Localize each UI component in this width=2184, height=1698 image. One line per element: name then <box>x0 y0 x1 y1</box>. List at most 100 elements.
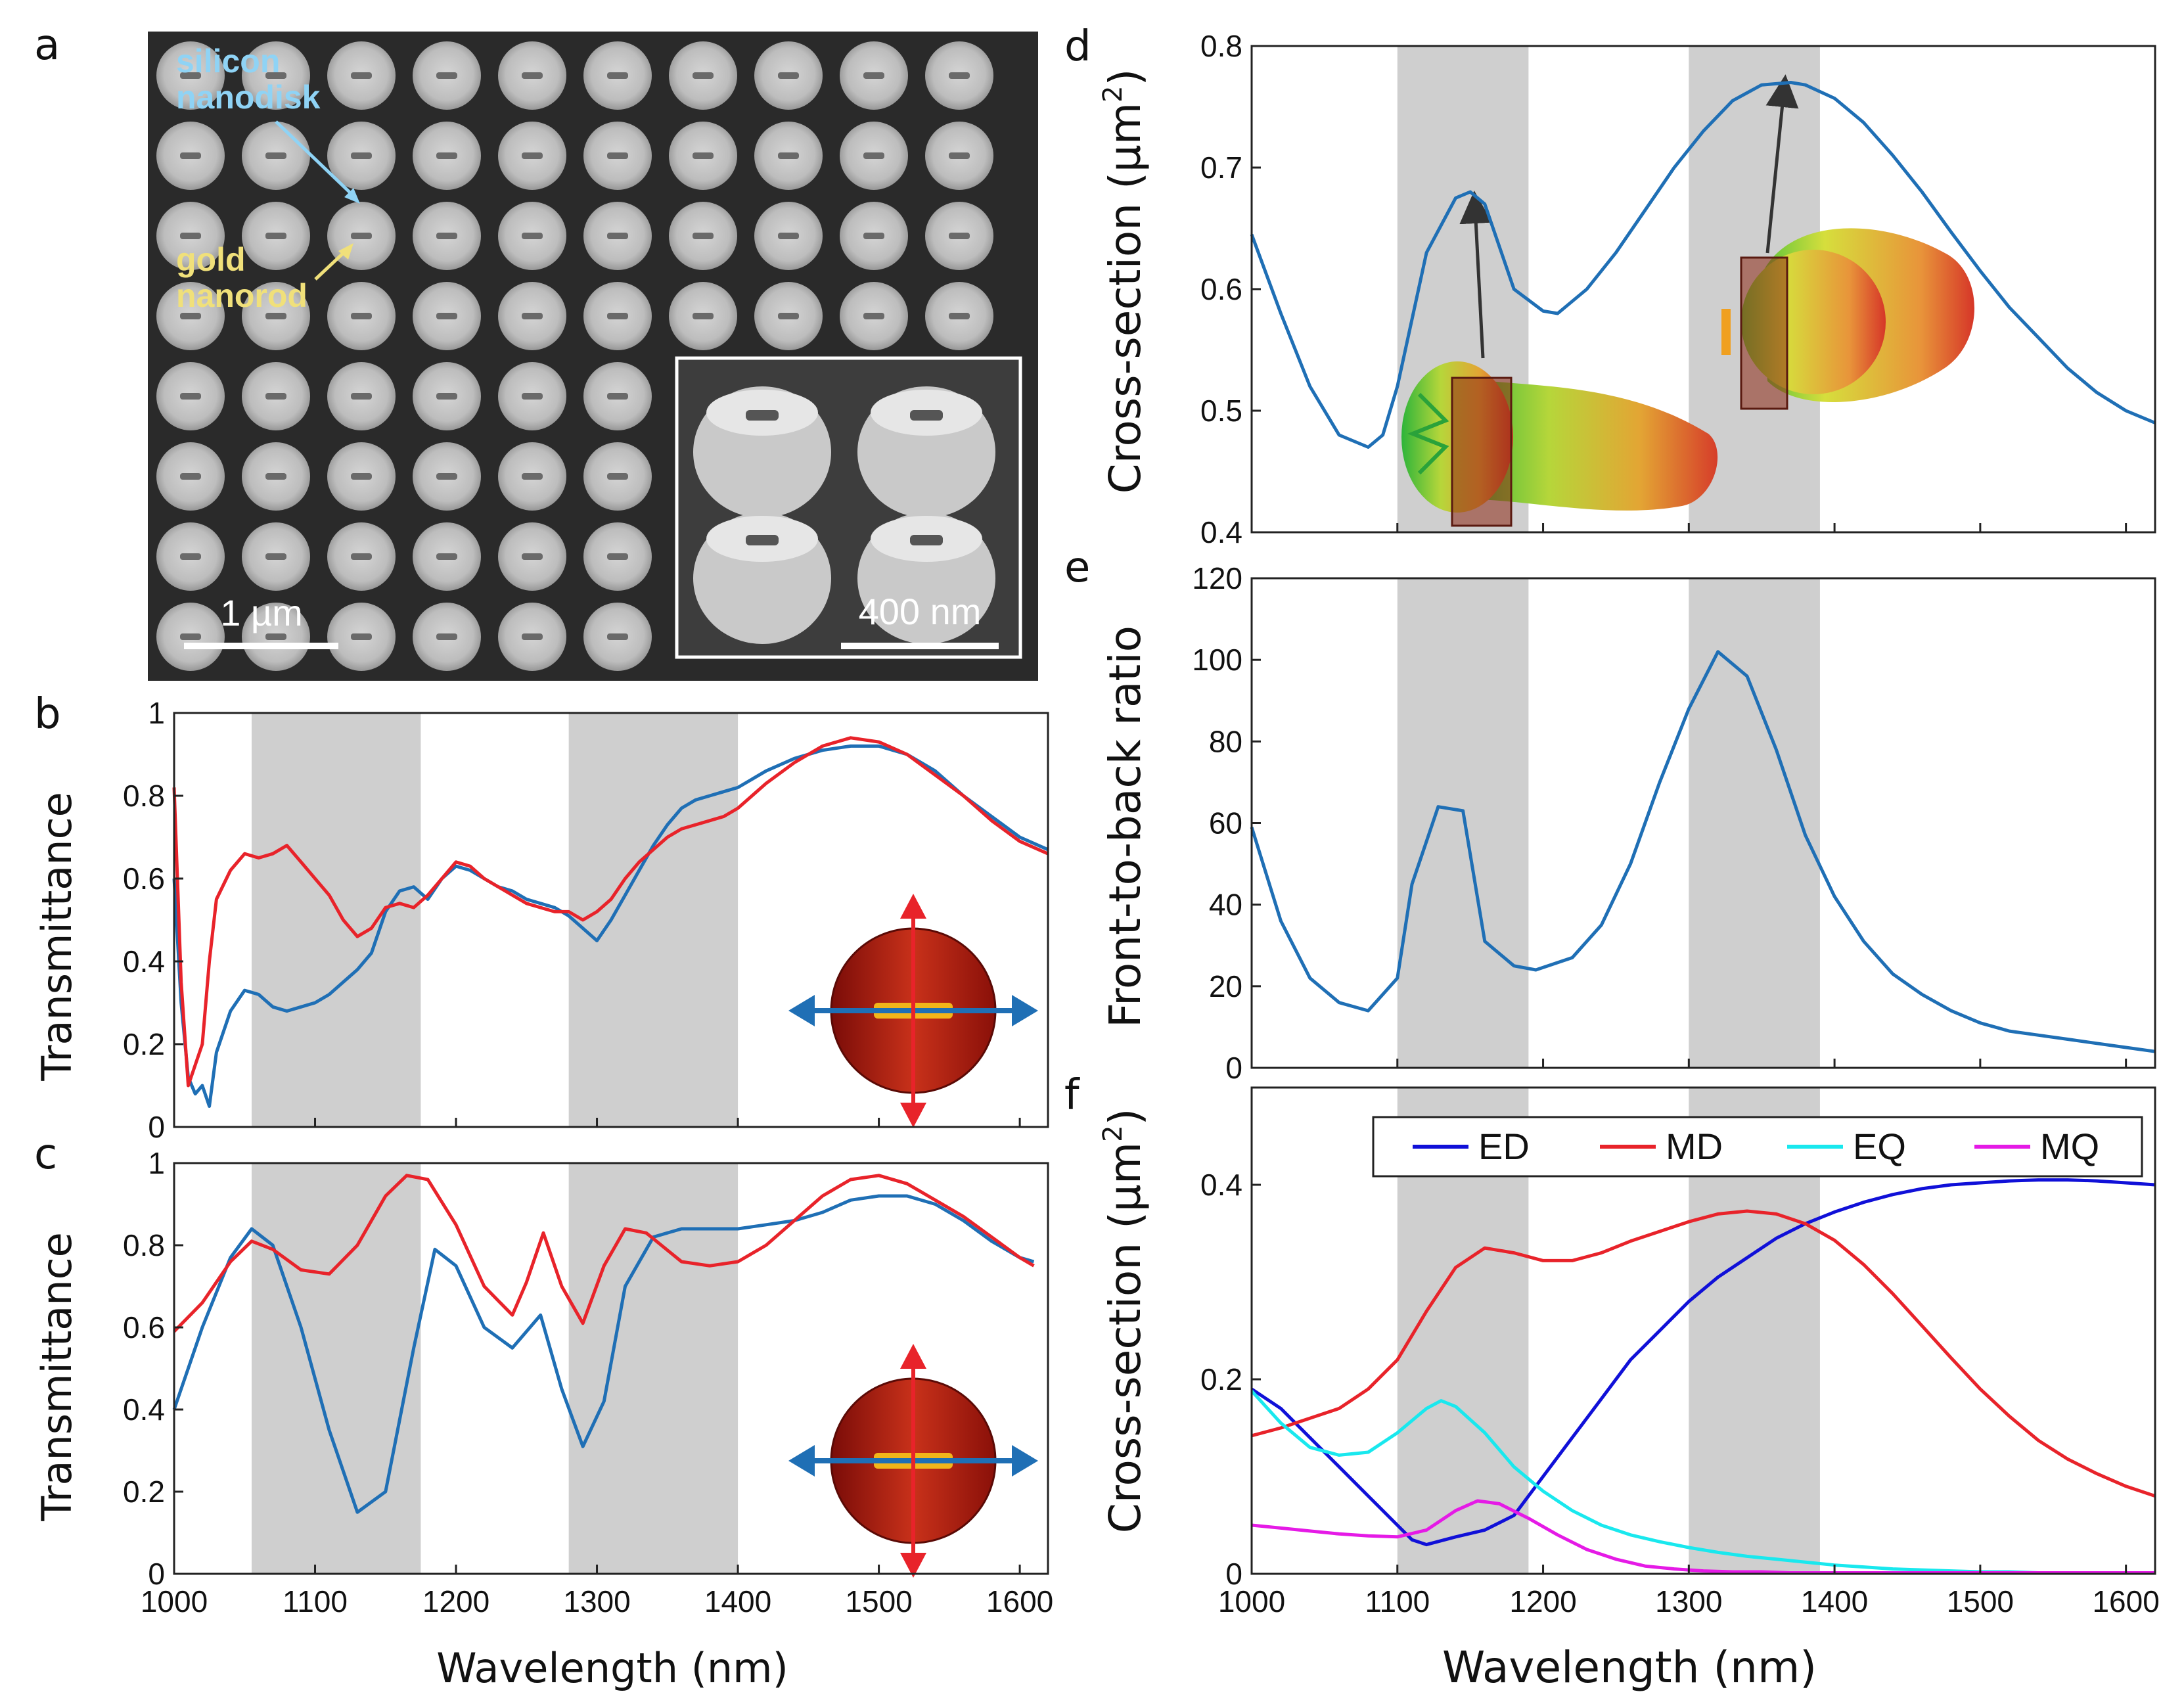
y-tick-label: 0.4 <box>123 944 165 978</box>
y-tick-label: 60 <box>1209 806 1242 840</box>
nanorod <box>436 72 457 79</box>
y-tick-label: 0 <box>148 1557 165 1591</box>
panel-c: c Transmittance Wavelength (nm) 0 0.2 0.4 0… <box>33 1130 1053 1692</box>
y-tick-label: 0.2 <box>123 1475 165 1509</box>
nanorod <box>863 233 884 239</box>
y-tick-label: 0.8 <box>123 779 165 813</box>
panel-c-label: c <box>34 1130 57 1179</box>
gold-arrowhead <box>338 243 353 260</box>
series-ED-line <box>1250 1178 2156 1547</box>
x-tick-label: 1100 <box>1365 1584 1430 1618</box>
y-tick-label: 20 <box>1209 969 1242 1003</box>
y-tick-label: 0.5 <box>1200 394 1242 428</box>
shaded-band <box>568 1163 739 1574</box>
nanorod <box>265 233 286 239</box>
x-tick-label: 1300 <box>563 1584 630 1618</box>
inset-pillar-1 <box>693 386 831 518</box>
y-tick-label: 0.4 <box>123 1392 165 1427</box>
x-tick-label: 1000 <box>141 1584 208 1618</box>
nanorod <box>522 553 543 560</box>
nanorod <box>351 233 372 239</box>
nanorod <box>522 313 543 319</box>
nanorod <box>949 72 970 79</box>
y-tick-label: 0.2 <box>123 1027 165 1061</box>
arrowhead-up <box>900 1344 926 1369</box>
legend-label-EQ: EQ <box>1853 1126 1906 1167</box>
sem-inset: 400 nm <box>675 356 1022 659</box>
x-tick-label: 1600 <box>2092 1584 2159 1618</box>
nanorod <box>607 473 628 480</box>
nanorod <box>265 393 286 400</box>
panel-b: b Transmittance 0 0.2 0.4 0.6 0.8 1 <box>33 690 1049 1144</box>
panel-b-ylabel: Transmittance <box>33 792 81 1082</box>
nanorod <box>180 473 201 480</box>
polarization-sphere-icon <box>788 894 1038 1128</box>
inset-scale-bar <box>841 643 999 649</box>
x-tick-label: 1400 <box>1801 1584 1868 1618</box>
panel-e: e Front-to-back ratio 0 20 40 60 80 100 120 <box>1064 543 2156 1085</box>
y-tick-label: 0.2 <box>1200 1362 1242 1396</box>
nanorod <box>522 233 543 239</box>
y-tick-label: 0.6 <box>123 861 165 896</box>
x-tick-label: 1500 <box>845 1584 912 1618</box>
series-MD-line <box>1251 1209 2156 1498</box>
nanorod <box>607 152 628 159</box>
y-tick-label: 120 <box>1192 561 1242 595</box>
panel-f: f Cross-section (µm2) Wavelength (nm) 0 0… <box>1064 1071 2160 1693</box>
panel-e-ylabel: Front-to-back ratio <box>1100 626 1150 1028</box>
nanorod <box>778 72 799 79</box>
nanorod <box>351 393 372 400</box>
x-tick-label: 1400 <box>704 1584 771 1618</box>
inset-scale-label: 400 nm <box>859 591 982 632</box>
arrowhead-down <box>900 1553 926 1578</box>
nanorod <box>778 313 799 319</box>
nanorod <box>436 393 457 400</box>
nanorod <box>265 313 286 319</box>
y-tick-label: 100 <box>1192 643 1242 677</box>
nanorod <box>180 233 201 239</box>
nanorod <box>863 72 884 79</box>
series-blue-line <box>172 1194 1035 1514</box>
y-tick-label: 0 <box>1225 1051 1242 1085</box>
nanorod <box>607 72 628 79</box>
y-tick-label: 40 <box>1209 888 1242 922</box>
arrowhead-up <box>900 894 926 919</box>
radiation-pattern-2 <box>1721 74 1974 410</box>
nanorod <box>351 633 372 640</box>
nanorod <box>863 313 884 319</box>
silicon-arrow <box>275 120 356 198</box>
inset-pillar-3 <box>693 513 831 644</box>
panel-d: d Cross-section (µm2) 0.4 0.5 0.6 0.7 0.8 <box>1064 22 2156 549</box>
nanorod <box>778 233 799 239</box>
nanorod <box>436 633 457 640</box>
lobe-spikes <box>1407 392 1449 475</box>
shaded-band <box>251 713 421 1127</box>
panel-c-xlabel: Wavelength (nm) <box>436 1644 788 1692</box>
nanodisk-box <box>1451 377 1513 527</box>
y-tick-label: 0.6 <box>123 1310 165 1344</box>
nanorod <box>949 233 970 239</box>
x-tick-label: 1500 <box>1947 1584 2014 1618</box>
series-FBR-line <box>1250 650 2156 1053</box>
nanorod <box>949 152 970 159</box>
series-total-line <box>1250 81 2156 449</box>
arrowhead-right <box>1012 1445 1038 1477</box>
x-tick-label: 1300 <box>1655 1584 1722 1618</box>
series-red-line <box>172 736 1049 1088</box>
main-scale-bar <box>184 643 338 649</box>
series-red-line <box>173 1174 1035 1333</box>
nanorod <box>351 313 372 319</box>
y-tick-label: 1 <box>148 696 165 730</box>
plot-frame <box>173 712 1049 1128</box>
nanorod <box>436 313 457 319</box>
nanorod <box>180 313 201 319</box>
arrowhead-right <box>1012 995 1038 1026</box>
panel-c-ylabel: Transmittance <box>33 1232 81 1522</box>
nanorod <box>351 152 372 159</box>
gold-arrow <box>314 248 348 281</box>
nanorod <box>180 152 201 159</box>
nanorod <box>778 152 799 159</box>
plot-frame <box>173 1162 1049 1575</box>
gold-rod-marker <box>1721 309 1731 355</box>
